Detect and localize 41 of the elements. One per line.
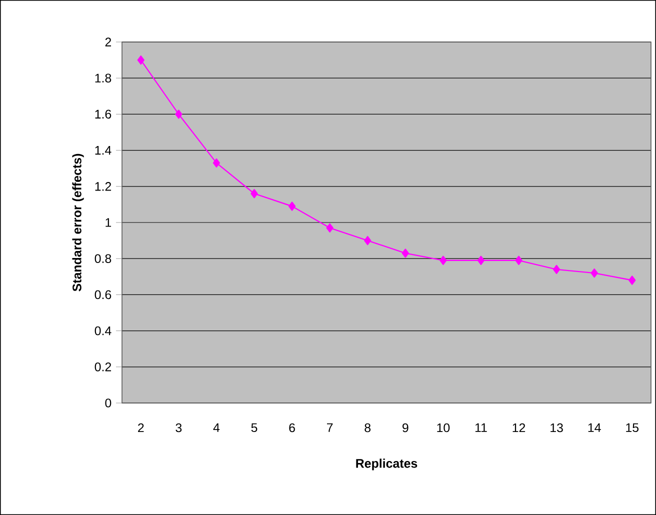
x-tick-label: 9: [402, 423, 408, 432]
x-tick-label: 4: [213, 423, 220, 432]
point: [250, 189, 258, 198]
x-tick-label: 2: [138, 423, 144, 432]
x-tick-label: 6: [289, 423, 295, 432]
y-tick-label: 0.4: [94, 326, 112, 336]
x-axis-title: Replicates: [356, 458, 418, 470]
point: [440, 256, 447, 265]
point: [175, 110, 182, 119]
x-tick-label: 5: [251, 423, 258, 432]
point: [364, 236, 372, 246]
y-tick-label: 0.8: [94, 254, 112, 264]
x-tick-label: 3: [176, 423, 182, 432]
point: [590, 268, 598, 278]
x-tick-label: 14: [588, 423, 601, 432]
point: [552, 264, 560, 274]
y-tick-label: 1: [106, 218, 112, 227]
y-tick-label: 2: [105, 38, 112, 46]
x-tick-label: 8: [364, 423, 371, 432]
point: [628, 276, 636, 285]
point: [137, 55, 144, 65]
point: [288, 202, 296, 211]
x-tick-label: 12: [512, 423, 526, 432]
y-tick-label: 1.8: [95, 74, 112, 83]
point: [515, 256, 522, 265]
point: [326, 223, 334, 232]
y-tick-label: 0: [105, 398, 112, 408]
y-tick-label: 1.2: [95, 182, 112, 191]
x-tick-label: 10: [437, 423, 450, 432]
x-tick-label: 11: [475, 423, 487, 432]
y-tick-label: 1.6: [95, 110, 112, 119]
point: [402, 248, 409, 258]
y-tick-label: 0.2: [94, 362, 112, 372]
y-tick-label: 1.4: [95, 146, 112, 155]
point: [212, 158, 220, 168]
x-tick-label: 15: [626, 423, 639, 432]
y-tick-label: 0.6: [94, 290, 112, 300]
point: [477, 256, 485, 265]
x-tick-label: 7: [327, 423, 333, 432]
y-axis-title: Standard error (effects): [72, 154, 84, 292]
x-tick-label: 13: [550, 423, 563, 432]
